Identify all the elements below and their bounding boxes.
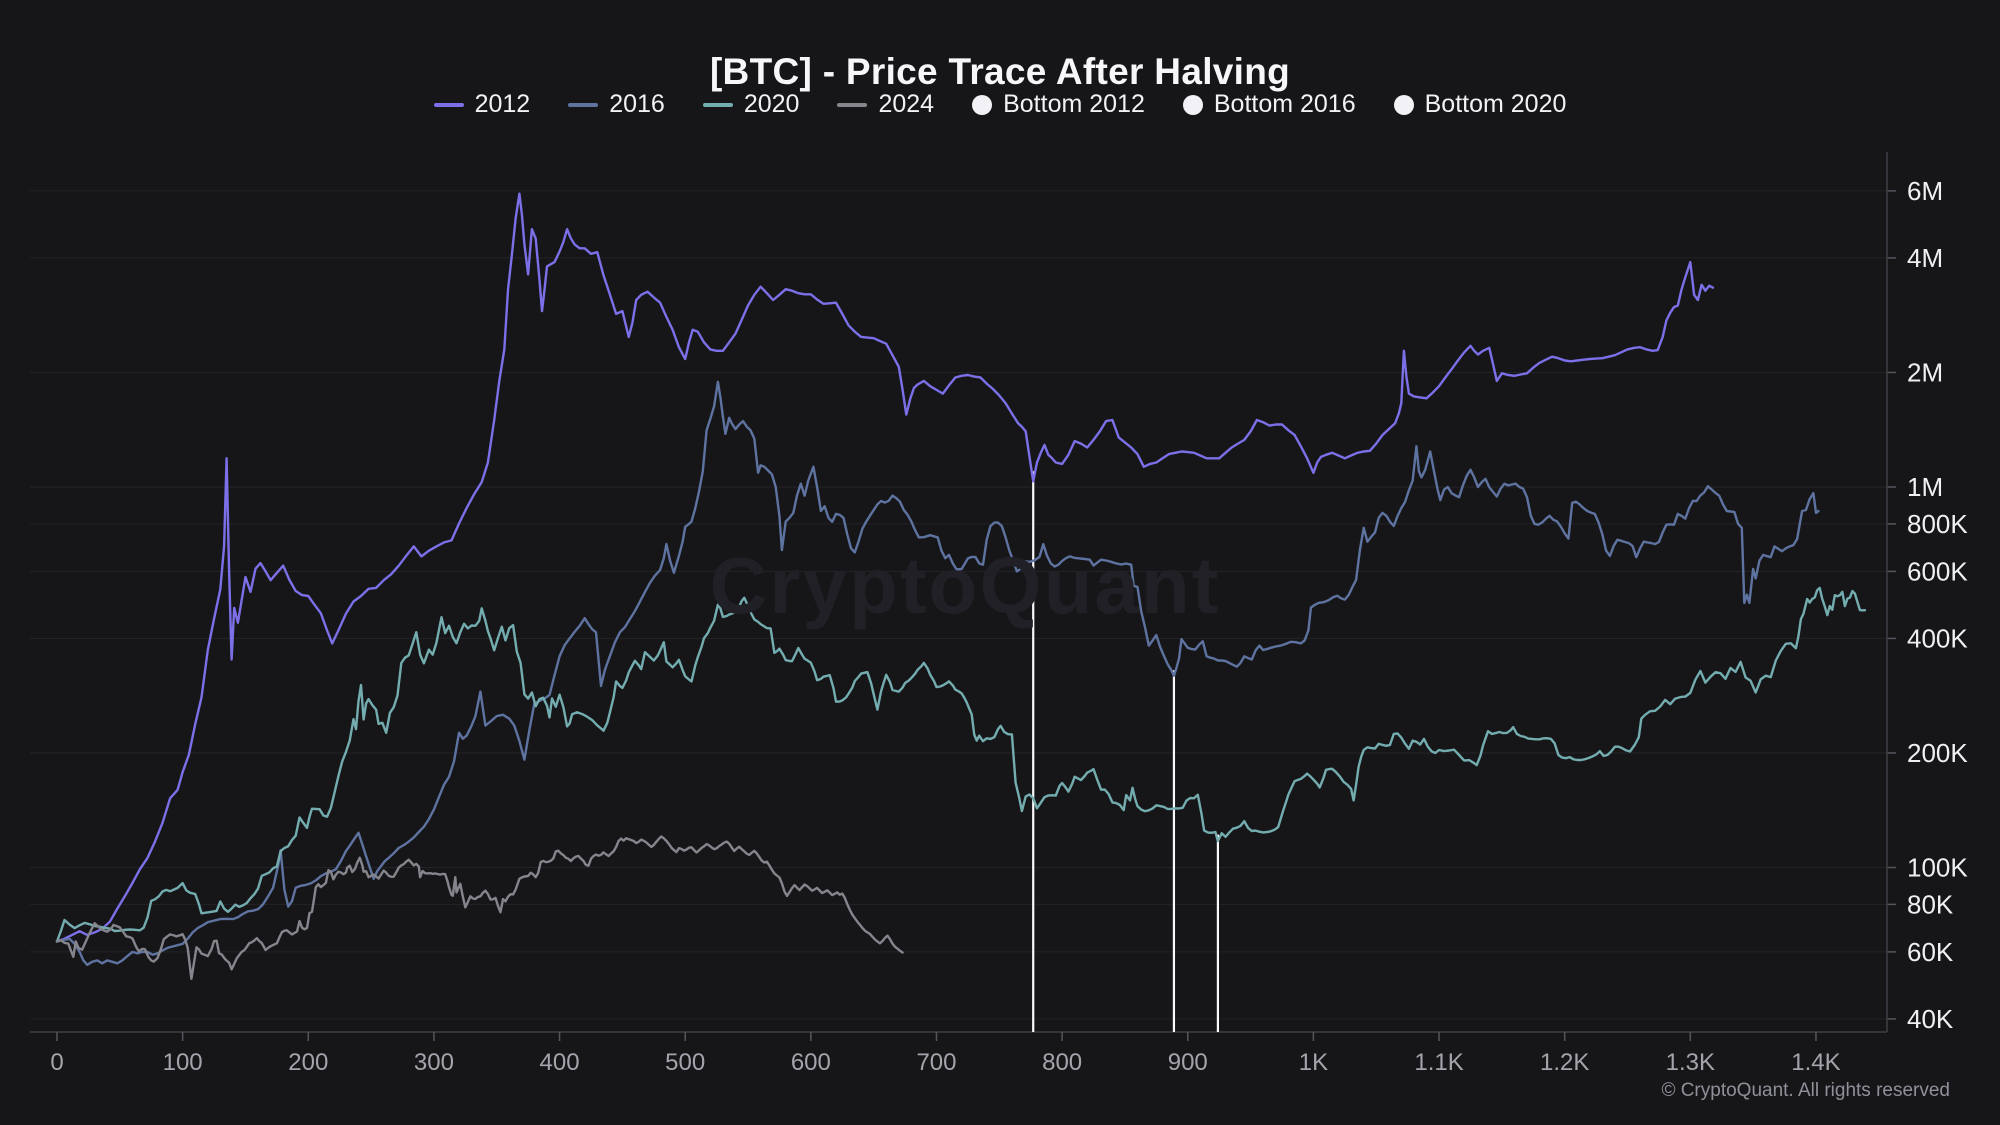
legend-line-swatch xyxy=(433,102,464,107)
legend: 2012 2016 2020 2024 Bottom 2012 Bottom 2016 Bo… xyxy=(0,90,2000,119)
y-axis-label: 80K xyxy=(1907,889,1954,919)
legend-item-2016[interactable]: 2016 xyxy=(568,90,665,119)
legend-label: Bottom 2020 xyxy=(1424,90,1567,118)
y-axis-label: 6M xyxy=(1907,176,1943,206)
series-line-2024[interactable] xyxy=(55,835,904,980)
copyright-note: © CryptoQuant. All rights reserved xyxy=(1661,1080,1950,1101)
legend-circle-swatch xyxy=(972,94,993,115)
legend-line-swatch xyxy=(568,102,599,107)
series-line-2012[interactable] xyxy=(55,192,1715,943)
legend-label: Bottom 2016 xyxy=(1213,90,1356,118)
y-axis-label: 4M xyxy=(1907,243,1943,273)
legend-label: 2016 xyxy=(609,90,665,118)
x-axis-label: 700 xyxy=(916,1049,956,1076)
x-axis-label: 400 xyxy=(540,1049,580,1076)
y-axis-label: 400K xyxy=(1907,623,1968,653)
legend-label: Bottom 2012 xyxy=(1003,90,1145,118)
x-axis-label: 800 xyxy=(1042,1049,1082,1076)
legend-item-bottom-2012[interactable]: Bottom 2012 xyxy=(972,90,1145,119)
x-axis-label: 500 xyxy=(665,1049,705,1076)
x-axis-label: 0 xyxy=(50,1049,63,1076)
x-axis-label: 300 xyxy=(414,1049,454,1076)
y-axis-label: 40K xyxy=(1907,1004,1954,1034)
legend-item-bottom-2020[interactable]: Bottom 2020 xyxy=(1393,90,1567,119)
legend-label: 2012 xyxy=(474,90,531,118)
legend-label: 2020 xyxy=(743,90,800,118)
legend-item-2012[interactable]: 2012 xyxy=(433,90,531,119)
y-axis-label: 600K xyxy=(1907,556,1968,586)
x-axis-label: 200 xyxy=(288,1049,328,1076)
x-axis-label: 900 xyxy=(1168,1049,1208,1076)
legend-item-bottom-2016[interactable]: Bottom 2016 xyxy=(1182,90,1356,119)
x-axis-label: 1.2K xyxy=(1540,1049,1589,1076)
legend-circle-swatch xyxy=(1182,94,1203,115)
legend-line-swatch xyxy=(837,102,868,107)
chart-title: [BTC] - Price Trace After Halving xyxy=(709,50,1291,92)
x-axis-label: 1.4K xyxy=(1791,1049,1840,1076)
legend-circle-swatch xyxy=(1393,94,1414,115)
legend-item-2020[interactable]: 2020 xyxy=(702,90,800,119)
x-axis-label: 100 xyxy=(163,1049,203,1076)
legend-label: 2024 xyxy=(878,90,935,118)
y-axis-label: 800K xyxy=(1907,509,1968,539)
y-axis-label: 1M xyxy=(1907,472,1943,502)
y-axis-label: 100K xyxy=(1907,853,1968,883)
x-axis-label: 600 xyxy=(791,1049,831,1076)
legend-item-2024[interactable]: 2024 xyxy=(837,90,934,119)
y-axis-label: 2M xyxy=(1907,357,1943,387)
legend-line-swatch xyxy=(702,102,733,107)
x-axis-label: 1K xyxy=(1299,1049,1328,1076)
x-axis-label: 1.1K xyxy=(1414,1049,1463,1076)
y-axis-label: 200K xyxy=(1907,738,1968,768)
y-axis-label: 60K xyxy=(1907,937,1954,967)
series-line-2016[interactable] xyxy=(55,380,1820,966)
x-axis-label: 1.3K xyxy=(1666,1049,1715,1076)
series-line-2020[interactable] xyxy=(55,586,1867,943)
